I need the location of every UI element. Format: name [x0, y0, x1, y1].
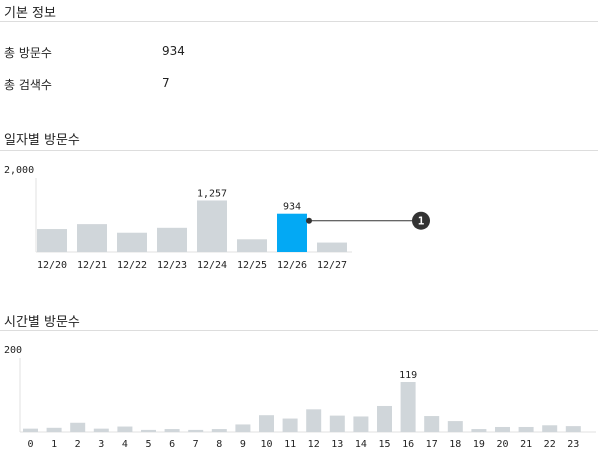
bar[interactable] — [141, 429, 156, 432]
x-tick-label: 14 — [355, 439, 367, 450]
x-tick-label: 12 — [308, 439, 320, 450]
x-tick-label: 2 — [75, 439, 81, 450]
bar[interactable] — [117, 426, 133, 432]
x-tick-label: 22 — [544, 439, 556, 450]
bar[interactable] — [542, 425, 558, 432]
x-tick-label: 23 — [567, 439, 579, 450]
x-tick-label: 15 — [378, 439, 390, 450]
callout-dot — [306, 217, 312, 224]
daily-visits-title: 일자별 방문수 — [4, 133, 80, 148]
bar[interactable] — [329, 415, 345, 432]
hourly-visits-divider — [0, 330, 598, 331]
hourly-visits-title: 시간별 방문수 — [4, 315, 80, 330]
bar[interactable] — [46, 427, 62, 432]
x-tick-label: 17 — [426, 439, 438, 450]
x-tick-label: 5 — [145, 439, 151, 450]
x-tick-label: 12/24 — [197, 260, 227, 271]
data-label: 934 — [283, 202, 301, 213]
x-tick-label: 8 — [216, 439, 222, 450]
bar[interactable] — [306, 409, 322, 432]
x-tick-label: 12/26 — [277, 260, 307, 271]
x-tick-label: 7 — [193, 439, 199, 450]
y-tick-label: 200 — [4, 345, 22, 356]
x-tick-label: 19 — [473, 439, 485, 450]
x-tick-label: 1 — [51, 439, 57, 450]
y-tick-label: 2,000 — [4, 165, 34, 176]
x-tick-label: 12/25 — [237, 260, 267, 271]
x-tick-label: 10 — [260, 439, 272, 450]
bar[interactable] — [377, 405, 392, 432]
x-tick-label: 12/22 — [117, 260, 147, 271]
x-tick-label: 18 — [449, 439, 461, 450]
x-tick-label: 9 — [240, 439, 246, 450]
data-label: 119 — [399, 370, 417, 381]
x-tick-label: 13 — [331, 439, 343, 450]
bar[interactable] — [237, 239, 267, 252]
total-visits-label: 총 방문수 — [4, 46, 52, 60]
bar[interactable] — [277, 213, 307, 252]
bar[interactable] — [235, 424, 251, 432]
x-tick-label: 21 — [520, 439, 532, 450]
bar[interactable] — [353, 416, 369, 432]
bar[interactable] — [495, 426, 510, 432]
data-label: 1,257 — [197, 188, 227, 199]
x-tick-label: 4 — [122, 439, 128, 450]
bar[interactable] — [37, 229, 67, 252]
basic-info-divider — [0, 21, 598, 22]
basic-info-title: 기본 정보 — [4, 6, 56, 21]
bar[interactable] — [471, 429, 487, 432]
bar[interactable] — [157, 227, 187, 252]
bar[interactable] — [117, 232, 147, 252]
x-tick-label: 6 — [169, 439, 175, 450]
total-searches-value: 7 — [162, 76, 170, 90]
bar[interactable] — [70, 422, 86, 432]
x-tick-label: 12/23 — [157, 260, 187, 271]
bar[interactable] — [197, 200, 227, 252]
bar[interactable] — [424, 416, 440, 432]
callout-badge-number: 1 — [418, 215, 425, 228]
bar[interactable] — [77, 224, 107, 252]
callout-badge — [412, 211, 430, 230]
x-tick-label: 12/20 — [37, 260, 67, 271]
bar[interactable] — [565, 426, 581, 432]
x-tick-label: 3 — [98, 439, 104, 450]
daily-visits-chart: 2,000 12/20 12/21 12/22 12/23 12/24 1,257 12/25… — [4, 165, 430, 271]
x-tick-label: 20 — [496, 439, 508, 450]
total-visits-value: 934 — [162, 44, 185, 58]
x-tick-label: 16 — [402, 439, 414, 450]
bar[interactable] — [400, 382, 416, 432]
x-tick-label: 12/27 — [317, 260, 347, 271]
bar[interactable] — [518, 426, 534, 432]
bar[interactable] — [317, 242, 347, 252]
x-tick-label: 11 — [284, 439, 296, 450]
bar[interactable] — [282, 418, 298, 432]
bar[interactable] — [164, 429, 180, 432]
total-searches-label: 총 검색수 — [4, 78, 52, 92]
x-tick-label: 0 — [27, 439, 33, 450]
bar[interactable] — [447, 421, 463, 432]
bar[interactable] — [188, 429, 204, 432]
daily-visits-divider — [0, 150, 598, 151]
bar[interactable] — [23, 428, 38, 432]
bar[interactable] — [211, 429, 227, 432]
bar[interactable] — [93, 428, 109, 432]
bar[interactable] — [259, 415, 274, 432]
x-tick-label: 12/21 — [77, 260, 107, 271]
